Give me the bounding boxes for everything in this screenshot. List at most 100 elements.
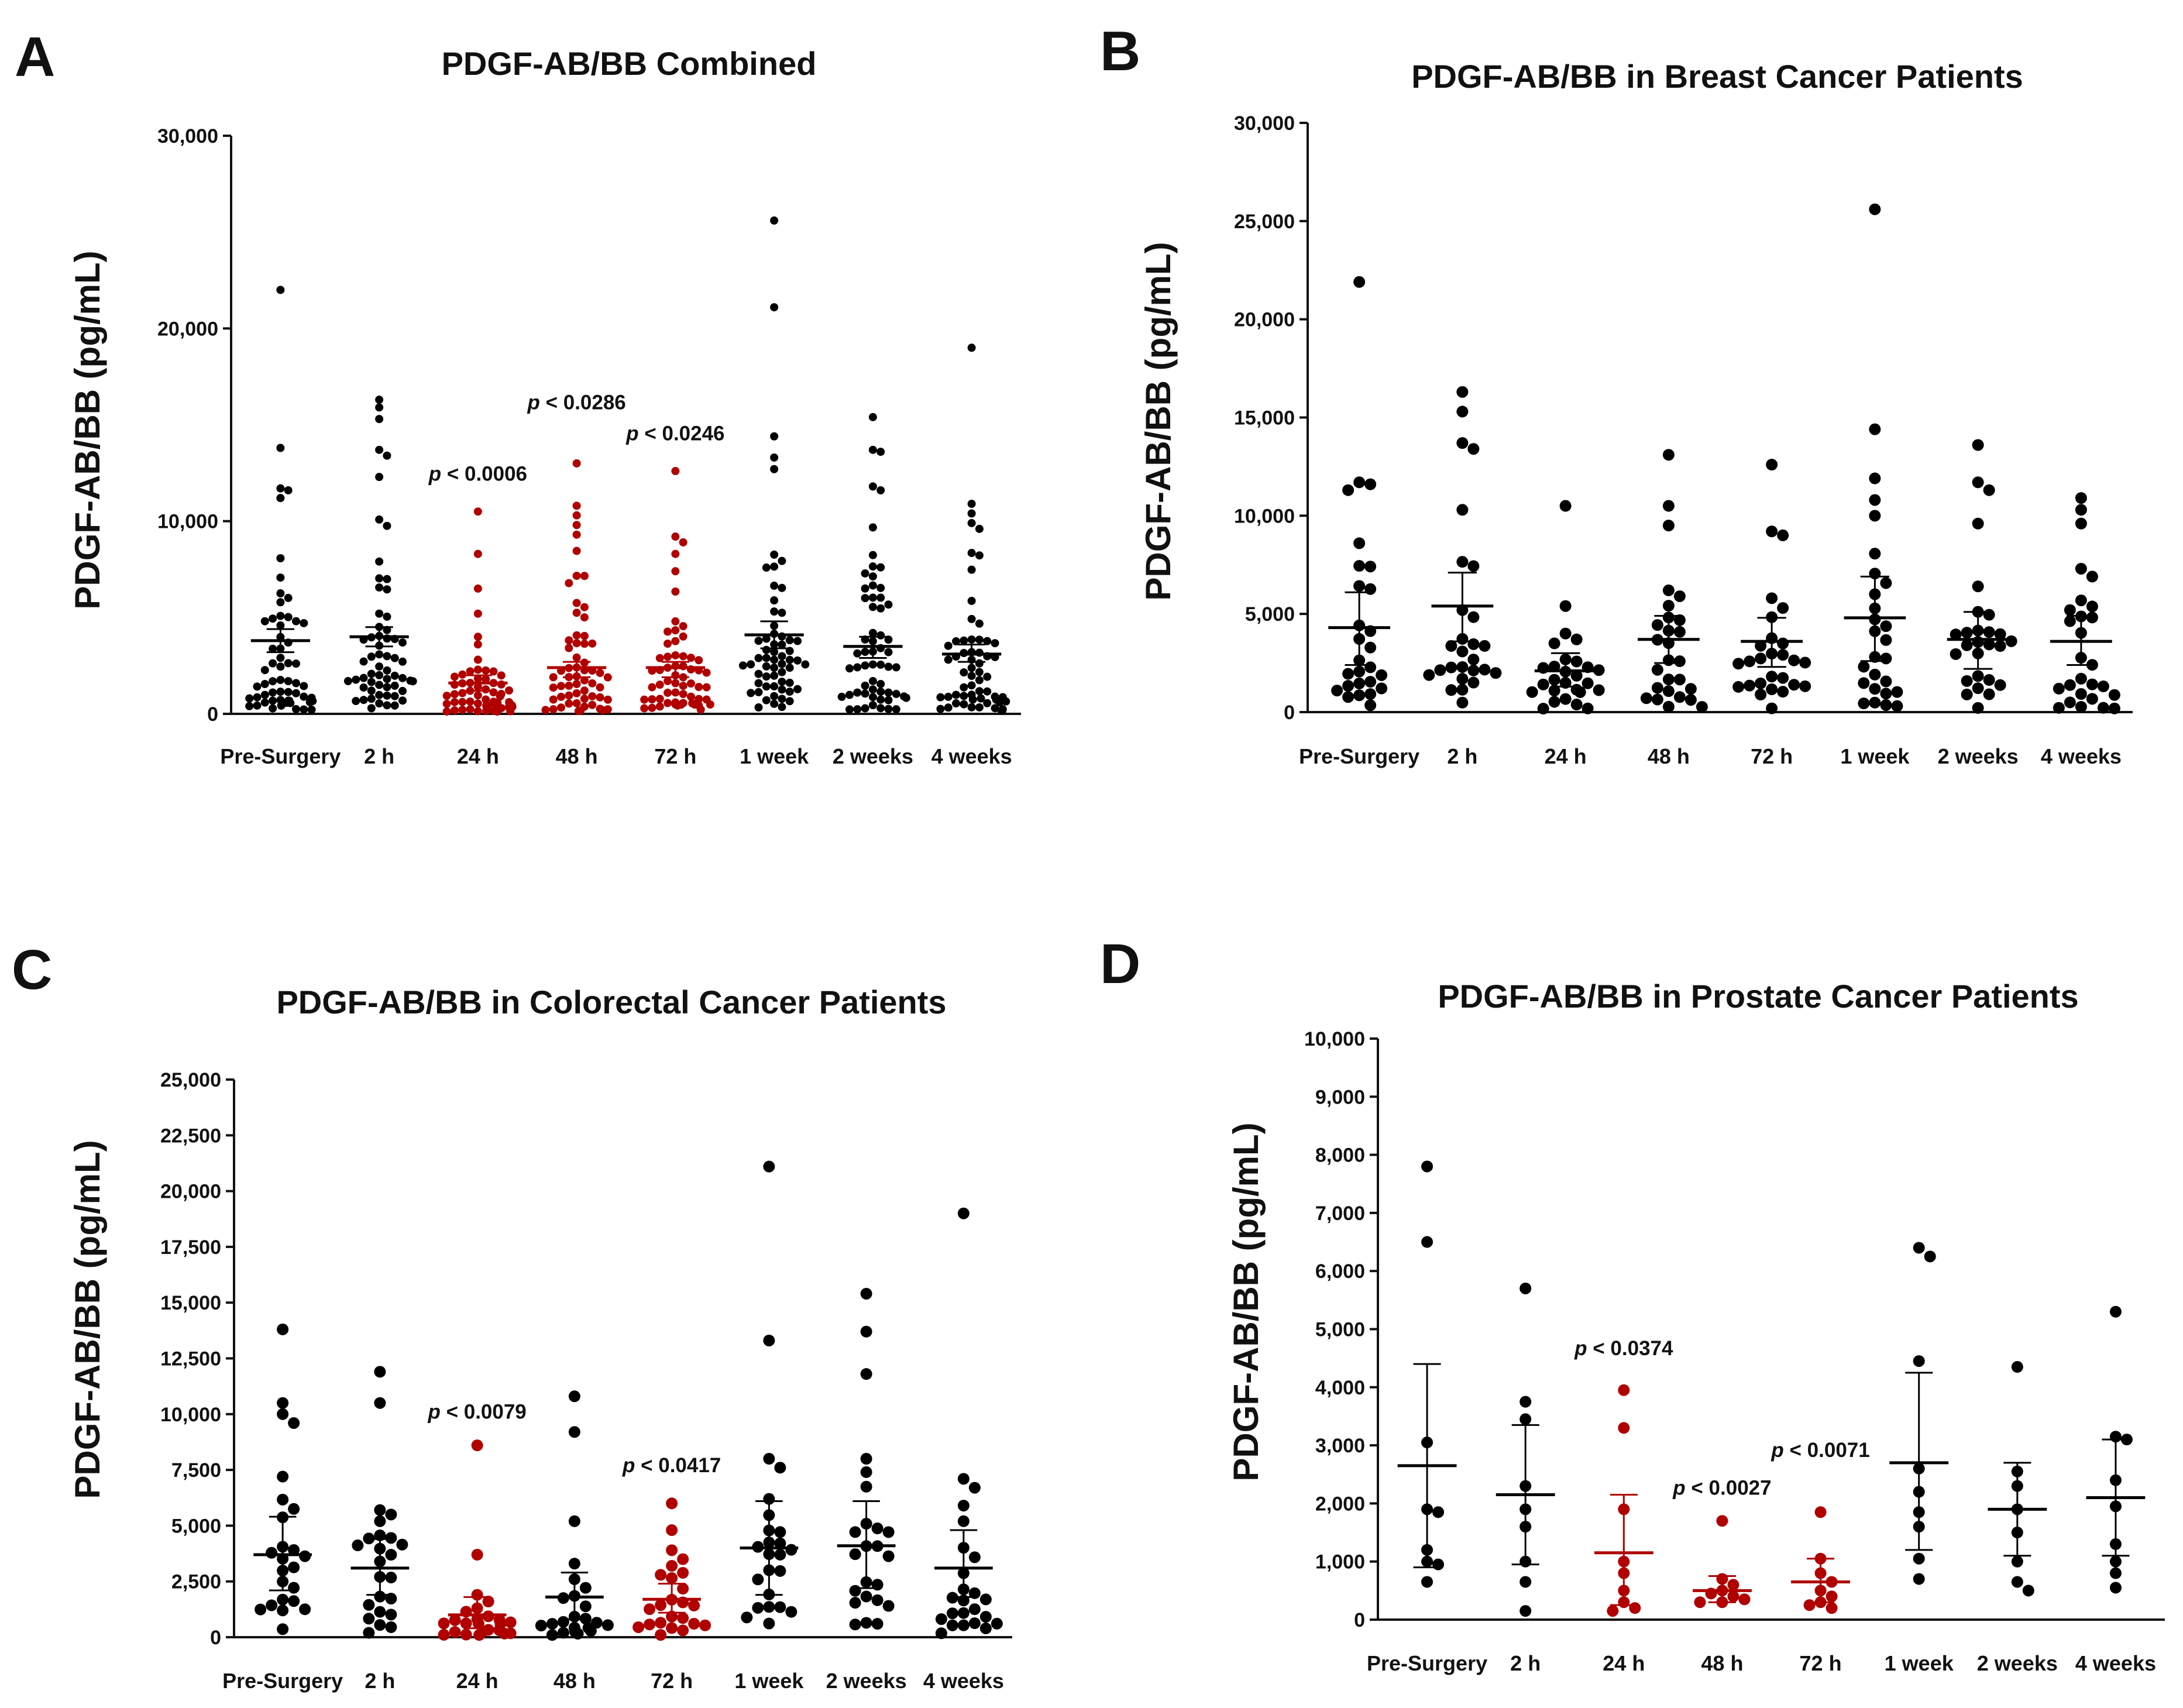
chart-title: PDGF-AB/BB in Colorectal Cancer Patients <box>276 984 946 1020</box>
data-point <box>958 1620 970 1631</box>
data-point <box>1663 449 1675 460</box>
data-point <box>398 638 407 647</box>
data-point <box>573 531 581 539</box>
error-bar <box>1610 1495 1638 1606</box>
data-point <box>460 1629 472 1641</box>
data-point <box>383 613 391 621</box>
data-point <box>671 626 679 634</box>
data-point <box>535 1620 547 1631</box>
data-point <box>396 1539 408 1551</box>
data-point <box>580 632 589 640</box>
data-point <box>947 1607 958 1619</box>
data-point <box>786 664 794 672</box>
data-point <box>2098 681 2109 692</box>
data-point <box>861 704 869 713</box>
data-point <box>762 654 771 662</box>
data-point <box>1826 1590 1838 1602</box>
data-point <box>1456 673 1468 685</box>
data-point <box>975 668 984 676</box>
data-point <box>770 607 778 616</box>
data-point <box>1858 697 1869 709</box>
data-point <box>261 691 269 699</box>
data-point <box>1674 673 1686 685</box>
data-point <box>569 1558 580 1569</box>
data-point <box>902 694 910 702</box>
data-point <box>706 700 714 709</box>
data-point <box>599 706 607 714</box>
data-point <box>2012 1361 2023 1373</box>
data-point <box>1869 494 1881 506</box>
data-point <box>664 677 672 685</box>
data-point <box>1342 484 1354 496</box>
data-point <box>374 1366 386 1377</box>
data-point <box>762 682 771 690</box>
data-point <box>266 1599 277 1611</box>
data-point <box>474 699 482 707</box>
plot-area: 02,5005,0007,50010,00012,50015,00017,500… <box>160 1069 1012 1693</box>
data-point <box>884 663 892 671</box>
data-point <box>573 609 581 617</box>
data-point <box>1727 1590 1739 1602</box>
data-point <box>869 603 877 611</box>
data-point <box>1891 700 1903 712</box>
data-point <box>991 1618 1003 1630</box>
data-point <box>391 692 399 700</box>
data-point <box>679 538 687 547</box>
data-point <box>2075 518 2087 530</box>
data-point <box>557 693 565 701</box>
data-point <box>1364 561 1376 572</box>
data-point <box>565 644 573 652</box>
data-point <box>1434 664 1446 676</box>
data-point <box>952 690 960 699</box>
data-point <box>786 679 794 687</box>
data-point <box>363 1613 374 1624</box>
data-point <box>1972 702 1984 714</box>
data-point <box>1364 661 1376 673</box>
data-point <box>375 610 383 618</box>
data-point <box>1364 699 1376 711</box>
axis-lines <box>234 1080 1012 1637</box>
data-point <box>1353 476 1365 488</box>
data-point <box>1342 680 1354 692</box>
data-point <box>666 1622 678 1634</box>
data-point <box>1716 1515 1728 1527</box>
data-point <box>1799 681 1811 692</box>
data-point <box>375 473 383 481</box>
data-point <box>778 678 786 686</box>
data-point <box>474 640 482 648</box>
x-tick-label: 24 h <box>1545 744 1587 768</box>
data-point <box>664 699 672 707</box>
data-point <box>664 640 672 648</box>
data-point <box>1582 678 1594 689</box>
data-point <box>261 699 269 707</box>
data-point <box>276 554 284 562</box>
data-point <box>352 697 360 705</box>
data-point <box>565 699 573 707</box>
data-point <box>1353 537 1365 549</box>
data-point <box>1891 686 1903 698</box>
data-point <box>367 670 376 678</box>
data-point <box>763 1601 775 1613</box>
data-point <box>588 679 596 688</box>
data-point <box>770 692 778 700</box>
data-point <box>2110 1306 2122 1318</box>
data-point <box>666 1497 678 1509</box>
data-point <box>1972 518 1984 530</box>
data-point <box>1755 652 1766 664</box>
x-tick-label: 2 h <box>364 744 394 768</box>
data-point <box>588 692 596 700</box>
data-point <box>299 1551 311 1562</box>
data-point <box>752 1602 764 1614</box>
data-point <box>1467 560 1479 572</box>
data-point <box>1674 691 1686 703</box>
y-tick-label: 20,000 <box>1234 309 1295 331</box>
data-point <box>861 1466 872 1478</box>
data-point <box>640 704 648 713</box>
data-point <box>2012 1556 2023 1568</box>
data-point <box>968 672 976 680</box>
y-tick-label: 4,000 <box>1315 1377 1365 1399</box>
data-point <box>558 1627 569 1638</box>
x-tick-label: 1 week <box>734 1669 804 1693</box>
x-tick-label: Pre-Surgery <box>1299 744 1419 768</box>
y-tick-label: 8,000 <box>1315 1145 1365 1167</box>
